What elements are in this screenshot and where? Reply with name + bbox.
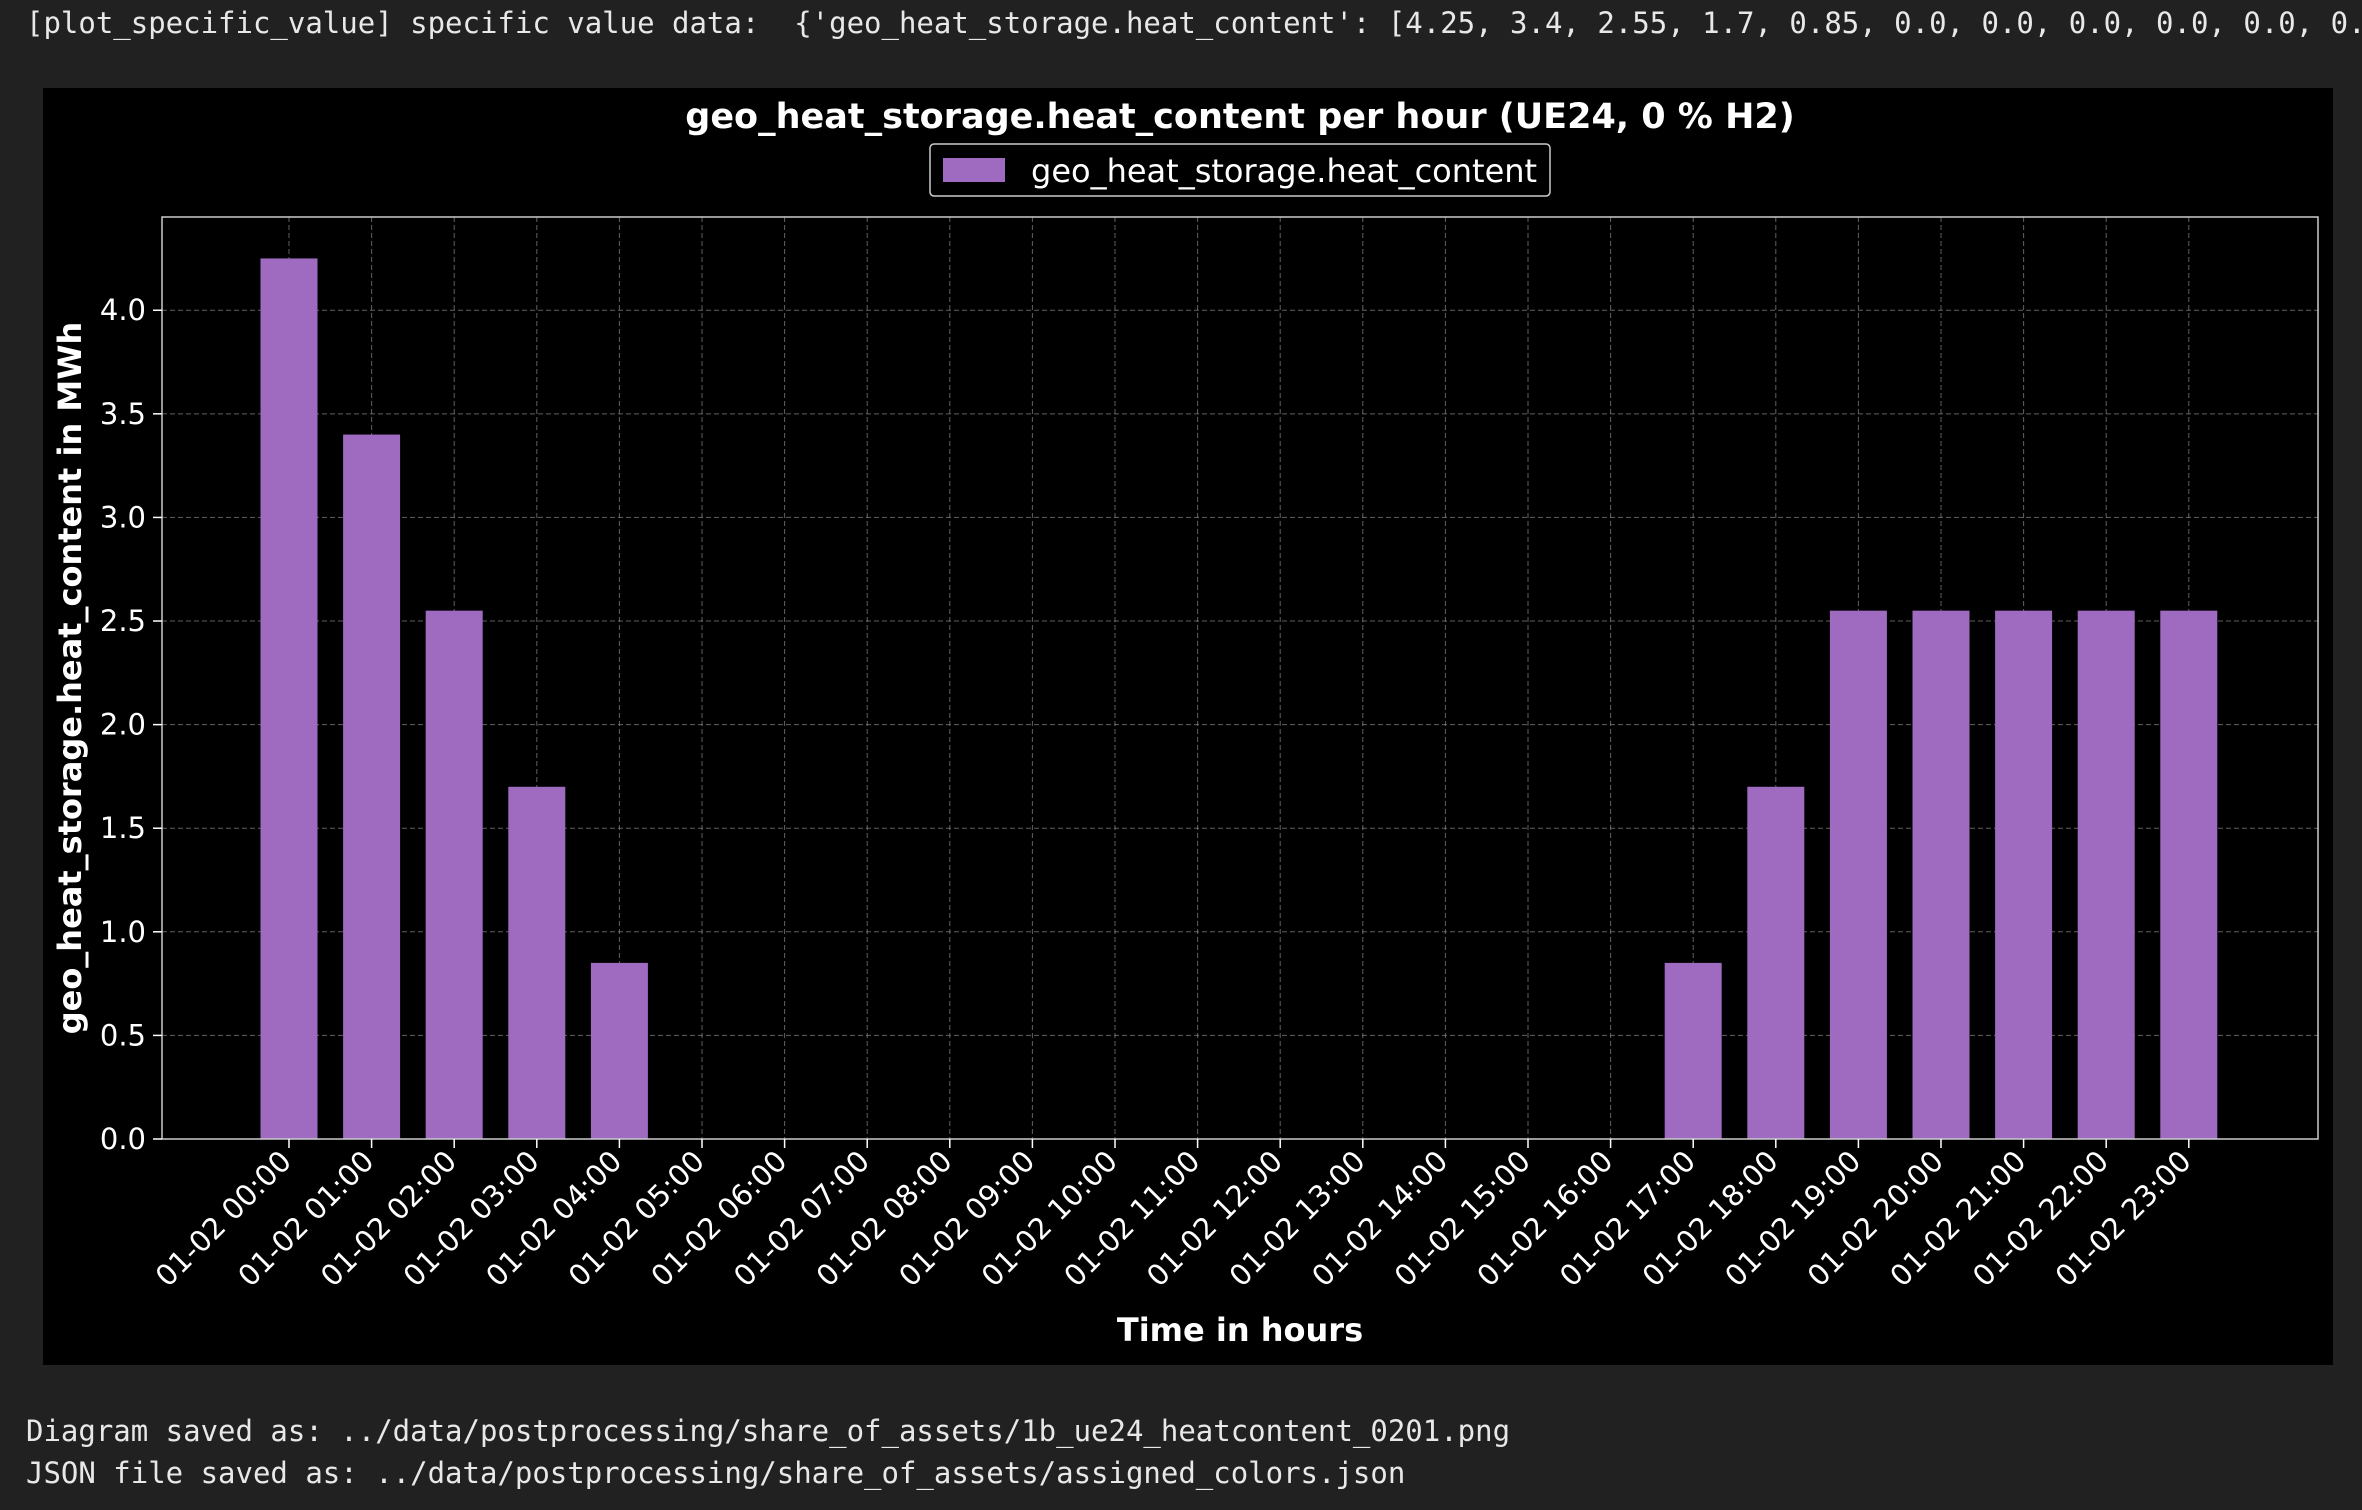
y-tick-label: 3.5 [100,397,146,431]
legend-label: geo_heat_storage.heat_content [1031,152,1537,190]
bar [1912,610,1970,1139]
bar [1664,962,1722,1139]
chart-figure: geo_heat_storage.heat_content per hour (… [43,88,2333,1365]
x-axis-label: Time in hours [1117,1311,1363,1349]
chart-title: geo_heat_storage.heat_content per hour (… [685,97,1794,137]
y-axis-ticks: 0.0 0.5 1.0 1.5 2.0 2.5 3.0 3.5 4.0 [100,293,162,1156]
y-tick-label: 1.0 [100,915,146,949]
y-tick-label: 1.5 [100,811,146,845]
bar [1747,786,1805,1139]
legend-swatch [943,158,1005,182]
y-tick-label: 3.0 [100,500,146,534]
console-output-top: [plot_specific_value] specific value dat… [26,6,2362,40]
console-output-json-saved: JSON file saved as: ../data/postprocessi… [26,1456,1406,1490]
bar [425,610,483,1139]
bar [590,962,648,1139]
y-tick-label: 2.5 [100,604,146,638]
bar [343,434,401,1140]
bar [508,786,566,1139]
y-axis-label: geo_heat_storage.heat_content in MWh [51,322,89,1035]
bar [2077,610,2135,1139]
y-tick-label: 2.0 [100,708,146,742]
console-output-diagram-saved: Diagram saved as: ../data/postprocessing… [26,1414,1511,1448]
bar [260,258,318,1139]
bar [2160,610,2218,1139]
bar [1829,610,1887,1139]
bar [1995,610,2053,1139]
grid-layer [162,217,2318,1139]
y-tick-label: 0.5 [100,1018,146,1052]
legend: geo_heat_storage.heat_content [929,143,1551,197]
plot-frame [161,216,2319,1140]
y-tick-label: 4.0 [100,293,146,327]
chart-svg: geo_heat_storage.heat_content per hour (… [51,97,2319,1349]
legend-box [929,143,1551,197]
bar-layer [260,258,2218,1140]
y-tick-label: 0.0 [100,1122,146,1156]
